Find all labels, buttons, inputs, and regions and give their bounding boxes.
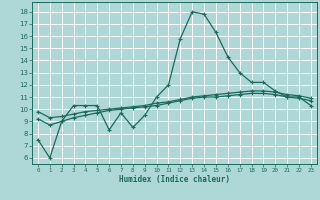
X-axis label: Humidex (Indice chaleur): Humidex (Indice chaleur) [119, 175, 230, 184]
